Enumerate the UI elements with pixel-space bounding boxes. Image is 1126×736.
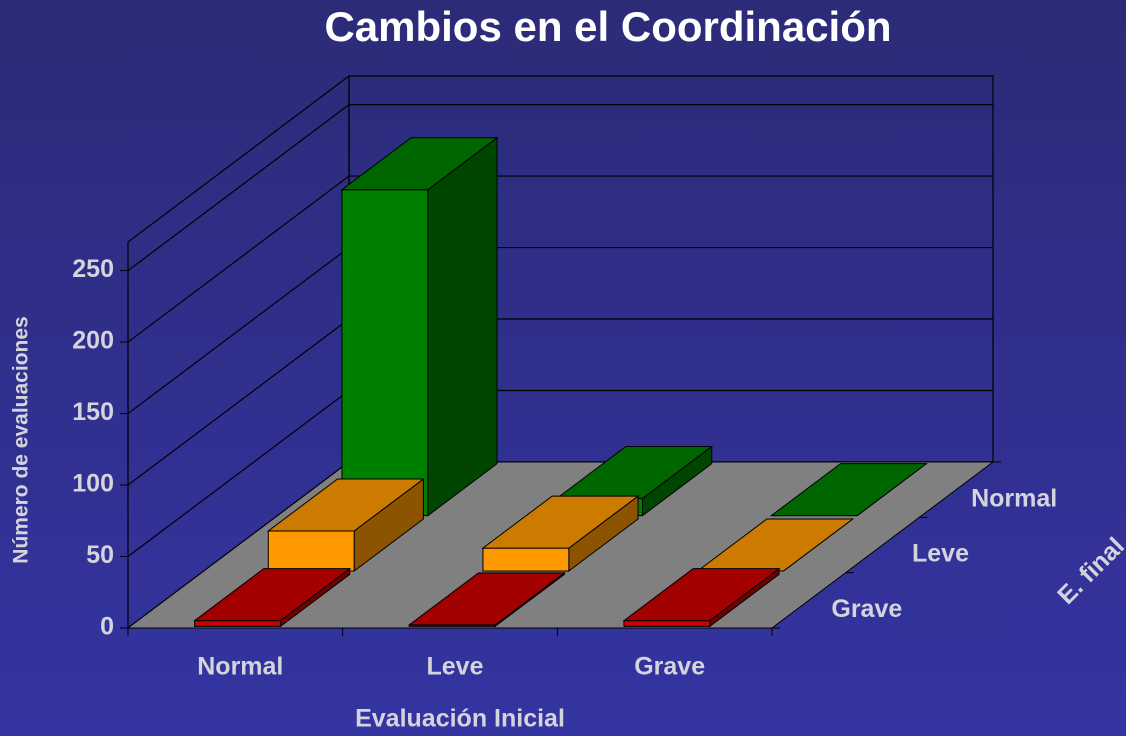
x-tick-label: Grave: [634, 653, 705, 681]
x-tick-label: Leve: [427, 653, 484, 681]
legend-label: Leve: [912, 540, 969, 568]
bar: [481, 495, 640, 573]
legend-label: Normal: [971, 484, 1057, 512]
bar-top: [193, 568, 352, 622]
y-tick-label: 0: [100, 613, 114, 641]
y-tick-label: 50: [86, 541, 114, 569]
y-tick-label: 150: [72, 398, 114, 426]
y-tick-label: 200: [72, 327, 114, 355]
bar: [622, 567, 781, 628]
bar-top: [340, 137, 499, 191]
bar-front: [482, 547, 570, 572]
bar-top: [266, 478, 425, 532]
bar: [340, 136, 499, 517]
grid-line: [127, 103, 993, 272]
bar-top: [622, 568, 781, 622]
bar: [193, 567, 352, 628]
bar-front: [194, 620, 281, 627]
bar-side: [427, 136, 498, 517]
x-axis-label: Evaluación Inicial: [355, 705, 565, 733]
y-tick-label: 100: [72, 470, 114, 498]
bar-top: [407, 572, 566, 626]
y-tick-label: 250: [72, 255, 114, 283]
legend-label: Grave: [831, 595, 902, 623]
chart-title: Cambios en el Coordinación: [324, 3, 891, 50]
bar: [769, 463, 928, 517]
bar-top: [769, 463, 928, 517]
bar-front: [267, 530, 355, 572]
bar-front: [623, 620, 711, 627]
grid-line: [127, 175, 993, 343]
x-tick-label: Normal: [197, 653, 283, 681]
bar-front: [341, 189, 429, 517]
y-axis-label: Número de evaluaciones: [10, 316, 33, 563]
bar-top: [481, 495, 640, 549]
bar: [407, 571, 566, 628]
